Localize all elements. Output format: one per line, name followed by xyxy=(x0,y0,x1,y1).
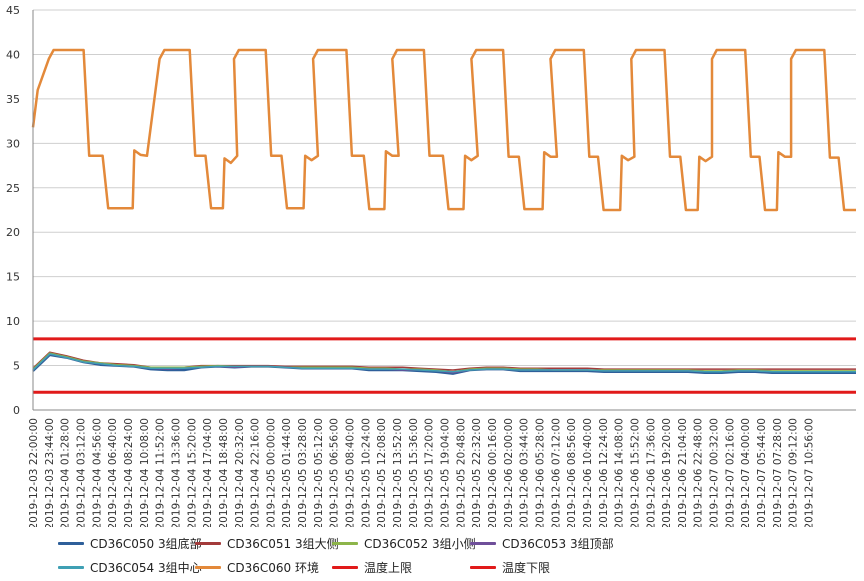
x-tick-label: 2019-12-05 13:52:00 xyxy=(392,418,404,527)
series-line xyxy=(31,48,856,212)
x-tick-label: 2019-12-04 08:24:00 xyxy=(123,418,135,527)
legend-item: CD36C050 3组底部 xyxy=(58,535,202,552)
x-tick-label: 2019-12-06 12:24:00 xyxy=(598,418,610,527)
legend-swatch xyxy=(332,542,358,545)
x-tick-label: 2019-12-07 05:44:00 xyxy=(756,418,768,527)
y-tick-label: 45 xyxy=(6,4,20,17)
x-tick-label: 2019-12-05 08:40:00 xyxy=(345,418,357,527)
x-tick-label: 2019-12-05 19:04:00 xyxy=(440,418,452,527)
x-tick-label: 2019-12-05 17:20:00 xyxy=(424,418,436,527)
x-tick-label: 2019-12-06 07:12:00 xyxy=(550,418,562,527)
x-tick-label: 2019-12-05 10:24:00 xyxy=(360,418,372,527)
legend-item: CD36C054 3组中心 xyxy=(58,559,202,576)
x-tick-label: 2019-12-04 20:32:00 xyxy=(234,418,246,527)
legend-swatch xyxy=(470,566,496,569)
x-tick-label: 2019-12-05 22:32:00 xyxy=(471,418,483,527)
legend: CD36C050 3组底部 CD36C051 3组大侧 CD36C052 3组小侧 C… xyxy=(0,527,864,581)
x-tick-label: 2019-12-06 02:00:00 xyxy=(503,418,515,527)
legend-label: 温度上限 xyxy=(364,561,413,575)
x-tick-label: 2019-12-06 15:52:00 xyxy=(629,418,641,527)
y-tick-label: 40 xyxy=(6,48,20,61)
y-tick-label: 20 xyxy=(6,226,20,239)
x-tick-label: 2019-12-06 03:44:00 xyxy=(519,418,531,527)
y-axis-tick-labels: 0 5 10 15 20 25 30 35 40 45 xyxy=(6,4,20,417)
x-tick-label: 2019-12-07 04:00:00 xyxy=(740,418,752,527)
legend-label: CD36C053 3组顶部 xyxy=(502,537,614,551)
x-tick-label: 2019-12-07 09:12:00 xyxy=(788,418,800,527)
legend-swatch xyxy=(332,566,358,569)
legend-swatch xyxy=(58,542,84,545)
x-tick-label: 2019-12-03 23:44:00 xyxy=(44,418,56,527)
x-tick-label: 2019-12-06 08:56:00 xyxy=(566,418,578,527)
x-tick-label: 2019-12-05 03:28:00 xyxy=(297,418,309,527)
x-tick-label: 2019-12-05 01:44:00 xyxy=(281,418,293,527)
series-line xyxy=(32,353,856,373)
x-tick-label: 2019-12-04 17:04:00 xyxy=(202,418,214,527)
x-tick-label: 2019-12-07 10:56:00 xyxy=(804,418,816,527)
y-tick-label: 30 xyxy=(6,137,20,150)
legend-item: 温度上限 xyxy=(332,559,412,576)
x-tick-label: 2019-12-05 06:56:00 xyxy=(329,418,341,527)
legend-item: CD36C052 3组小侧 xyxy=(332,535,476,552)
legend-label: CD36C050 3组底部 xyxy=(90,537,202,551)
x-tick-label: 2019-12-06 05:28:00 xyxy=(534,418,546,527)
x-tick-label: 2019-12-07 00:32:00 xyxy=(709,418,721,527)
x-tick-label: 2019-12-04 10:08:00 xyxy=(139,418,151,527)
legend-label: CD36C060 环境 xyxy=(227,561,319,575)
x-tick-label: 2019-12-06 17:36:00 xyxy=(645,418,657,527)
x-tick-label: 2019-12-04 11:52:00 xyxy=(155,418,167,527)
legend-swatch xyxy=(195,566,221,569)
x-tick-label: 2019-12-05 05:12:00 xyxy=(313,418,325,527)
x-tick-label: 2019-12-03 22:00:00 xyxy=(28,418,40,527)
legend-item: CD36C053 3组顶部 xyxy=(470,535,614,552)
series-lines xyxy=(31,48,856,394)
x-tick-label: 2019-12-06 22:48:00 xyxy=(693,418,705,527)
legend-swatch xyxy=(58,566,84,569)
y-tick-label: 5 xyxy=(13,360,20,373)
legend-swatch xyxy=(470,542,496,545)
legend-swatch xyxy=(195,542,221,545)
legend-item: CD36C060 环境 xyxy=(195,559,319,576)
x-tick-label: 2019-12-04 01:28:00 xyxy=(60,418,72,527)
y-tick-label: 15 xyxy=(6,271,20,284)
series-line xyxy=(32,353,856,375)
x-tick-label: 2019-12-05 15:36:00 xyxy=(408,418,420,527)
x-tick-label: 2019-12-06 14:08:00 xyxy=(614,418,626,527)
x-tick-label: 2019-12-05 00:00:00 xyxy=(265,418,277,527)
x-tick-label: 2019-12-04 15:20:00 xyxy=(186,418,198,527)
x-tick-label: 2019-12-07 07:28:00 xyxy=(772,418,784,527)
x-tick-label: 2019-12-06 00:16:00 xyxy=(487,418,499,527)
x-tick-label: 2019-12-06 21:04:00 xyxy=(677,418,689,527)
legend-label: CD36C054 3组中心 xyxy=(90,561,202,575)
legend-label: CD36C052 3组小侧 xyxy=(364,537,476,551)
x-tick-label: 2019-12-07 02:16:00 xyxy=(724,418,736,527)
y-tick-label: 10 xyxy=(6,315,20,328)
x-tick-label: 2019-12-04 03:12:00 xyxy=(75,418,87,527)
x-tick-label: 2019-12-04 22:16:00 xyxy=(250,418,262,527)
x-tick-label: 2019-12-04 04:56:00 xyxy=(91,418,103,527)
x-tick-label: 2019-12-04 06:40:00 xyxy=(107,418,119,527)
y-tick-label: 25 xyxy=(6,182,20,195)
x-tick-label: 2019-12-06 19:20:00 xyxy=(661,418,673,527)
gridlines xyxy=(33,9,856,411)
y-tick-label: 0 xyxy=(13,404,20,417)
legend-item: 温度下限 xyxy=(470,559,550,576)
x-tick-label: 2019-12-04 13:36:00 xyxy=(170,418,182,527)
x-tick-label: 2019-12-05 20:48:00 xyxy=(455,418,467,527)
x-axis-tick-labels: 2019-12-03 22:00:00 2019-12-03 23:44:00 20… xyxy=(28,418,816,527)
x-tick-label: 2019-12-04 18:48:00 xyxy=(218,418,230,527)
legend-label: 温度下限 xyxy=(502,561,551,575)
legend-item: CD36C051 3组大侧 xyxy=(195,535,339,552)
y-tick-label: 35 xyxy=(6,93,20,106)
x-tick-label: 2019-12-05 12:08:00 xyxy=(376,418,388,527)
x-tick-label: 2019-12-06 10:40:00 xyxy=(582,418,594,527)
legend-label: CD36C051 3组大侧 xyxy=(227,537,339,551)
